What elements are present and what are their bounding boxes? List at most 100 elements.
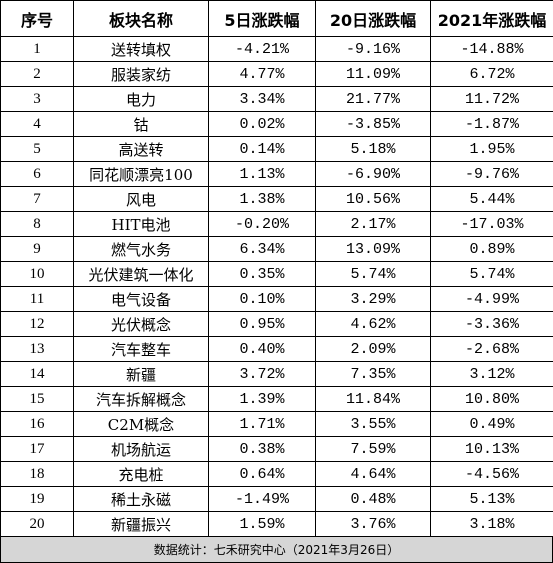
sector-name-cell: 风电: [73, 186, 209, 212]
change-5day-cell: 1.13%: [208, 161, 316, 187]
table-row: 11 电气设备 0.10% 3.29% -4.99%: [0, 286, 553, 312]
table-row: 3 电力 3.34% 21.77% 11.72%: [0, 86, 553, 112]
table-row: 2 服装家纺 4.77% 11.09% 6.72%: [0, 61, 553, 87]
table-row: 17 机场航运 0.38% 7.59% 10.13%: [0, 436, 553, 462]
change-20day-cell: 2.09%: [315, 336, 431, 362]
sector-name-cell: HIT电池: [73, 211, 209, 237]
change-5day-cell: -4.21%: [208, 36, 316, 62]
row-index-cell: 10: [0, 261, 74, 287]
change-20day-cell: 3.76%: [315, 511, 431, 537]
table-row: 1 送转填权 -4.21% -9.16% -14.88%: [0, 36, 553, 62]
change-5day-cell: 0.14%: [208, 136, 316, 162]
change-2021-cell: 5.44%: [430, 186, 553, 212]
change-20day-cell: -3.85%: [315, 111, 431, 137]
change-2021-cell: 0.49%: [430, 411, 553, 437]
row-index-cell: 18: [0, 461, 74, 487]
change-2021-cell: 3.12%: [430, 361, 553, 387]
sector-name-cell: 燃气水务: [73, 236, 209, 262]
change-5day-cell: 0.64%: [208, 461, 316, 487]
row-index-cell: 2: [0, 61, 74, 87]
sector-name-cell: 机场航运: [73, 436, 209, 462]
change-5day-cell: 3.72%: [208, 361, 316, 387]
table-row: 5 高送转 0.14% 5.18% 1.95%: [0, 136, 553, 162]
row-index-cell: 9: [0, 236, 74, 262]
change-5day-cell: 0.38%: [208, 436, 316, 462]
row-index-cell: 13: [0, 336, 74, 362]
change-5day-cell: 0.02%: [208, 111, 316, 137]
row-index-cell: 4: [0, 111, 74, 137]
change-2021-cell: -3.36%: [430, 311, 553, 337]
row-index-cell: 14: [0, 361, 74, 387]
change-2021-cell: 5.13%: [430, 486, 553, 512]
change-20day-cell: 4.64%: [315, 461, 431, 487]
table-row: 16 C2M概念 1.71% 3.55% 0.49%: [0, 411, 553, 437]
table-row: 15 汽车拆解概念 1.39% 11.84% 10.80%: [0, 386, 553, 412]
change-20day-cell: 11.84%: [315, 386, 431, 412]
change-5day-cell: 0.40%: [208, 336, 316, 362]
change-2021-cell: -2.68%: [430, 336, 553, 362]
table-row: 18 充电桩 0.64% 4.64% -4.56%: [0, 461, 553, 487]
change-5day-cell: 1.59%: [208, 511, 316, 537]
change-20day-cell: 21.77%: [315, 86, 431, 112]
table-row: 8 HIT电池 -0.20% 2.17% -17.03%: [0, 211, 553, 237]
change-20day-cell: -6.90%: [315, 161, 431, 187]
header-20day-change: 20日涨跌幅: [315, 0, 431, 37]
change-20day-cell: 5.18%: [315, 136, 431, 162]
header-index: 序号: [0, 0, 74, 37]
change-2021-cell: 5.74%: [430, 261, 553, 287]
change-5day-cell: -1.49%: [208, 486, 316, 512]
change-20day-cell: 5.74%: [315, 261, 431, 287]
row-index-cell: 1: [0, 36, 74, 62]
change-5day-cell: 6.34%: [208, 236, 316, 262]
change-5day-cell: 4.77%: [208, 61, 316, 87]
sector-table: 序号 板块名称 5日涨跌幅 20日涨跌幅 2021年涨跌幅 1 送转填权 -4.21…: [0, 0, 553, 537]
row-index-cell: 11: [0, 286, 74, 312]
change-20day-cell: 7.35%: [315, 361, 431, 387]
row-index-cell: 7: [0, 186, 74, 212]
row-index-cell: 12: [0, 311, 74, 337]
change-2021-cell: -14.88%: [430, 36, 553, 62]
sector-name-cell: 服装家纺: [73, 61, 209, 87]
change-2021-cell: -9.76%: [430, 161, 553, 187]
header-row: 序号 板块名称 5日涨跌幅 20日涨跌幅 2021年涨跌幅: [0, 0, 553, 37]
change-5day-cell: 1.71%: [208, 411, 316, 437]
change-5day-cell: 3.34%: [208, 86, 316, 112]
header-5day-change: 5日涨跌幅: [208, 0, 316, 37]
table-row: 20 新疆振兴 1.59% 3.76% 3.18%: [0, 511, 553, 537]
sector-name-cell: 光伏概念: [73, 311, 209, 337]
table-row: 9 燃气水务 6.34% 13.09% 0.89%: [0, 236, 553, 262]
sector-name-cell: C2M概念: [73, 411, 209, 437]
row-index-cell: 16: [0, 411, 74, 437]
change-5day-cell: 0.95%: [208, 311, 316, 337]
table-row: 14 新疆 3.72% 7.35% 3.12%: [0, 361, 553, 387]
row-index-cell: 17: [0, 436, 74, 462]
change-20day-cell: 3.55%: [315, 411, 431, 437]
change-2021-cell: 6.72%: [430, 61, 553, 87]
change-2021-cell: -4.56%: [430, 461, 553, 487]
change-20day-cell: -9.16%: [315, 36, 431, 62]
change-20day-cell: 11.09%: [315, 61, 431, 87]
change-2021-cell: 1.95%: [430, 136, 553, 162]
sector-name-cell: 电力: [73, 86, 209, 112]
change-20day-cell: 4.62%: [315, 311, 431, 337]
sector-name-cell: 充电桩: [73, 461, 209, 487]
change-2021-cell: -4.99%: [430, 286, 553, 312]
row-index-cell: 20: [0, 511, 74, 537]
sector-name-cell: 钴: [73, 111, 209, 137]
change-20day-cell: 13.09%: [315, 236, 431, 262]
row-index-cell: 6: [0, 161, 74, 187]
sector-name-cell: 汽车拆解概念: [73, 386, 209, 412]
change-20day-cell: 0.48%: [315, 486, 431, 512]
change-2021-cell: 10.13%: [430, 436, 553, 462]
sector-name-cell: 新疆: [73, 361, 209, 387]
change-20day-cell: 10.56%: [315, 186, 431, 212]
table-row: 7 风电 1.38% 10.56% 5.44%: [0, 186, 553, 212]
change-2021-cell: -1.87%: [430, 111, 553, 137]
sector-name-cell: 电气设备: [73, 286, 209, 312]
change-5day-cell: 1.39%: [208, 386, 316, 412]
sector-name-cell: 同花顺漂亮100: [73, 161, 209, 187]
row-index-cell: 15: [0, 386, 74, 412]
change-2021-cell: 10.80%: [430, 386, 553, 412]
data-source-footer: 数据统计：七禾研究中心（2021年3月26日）: [0, 537, 553, 563]
